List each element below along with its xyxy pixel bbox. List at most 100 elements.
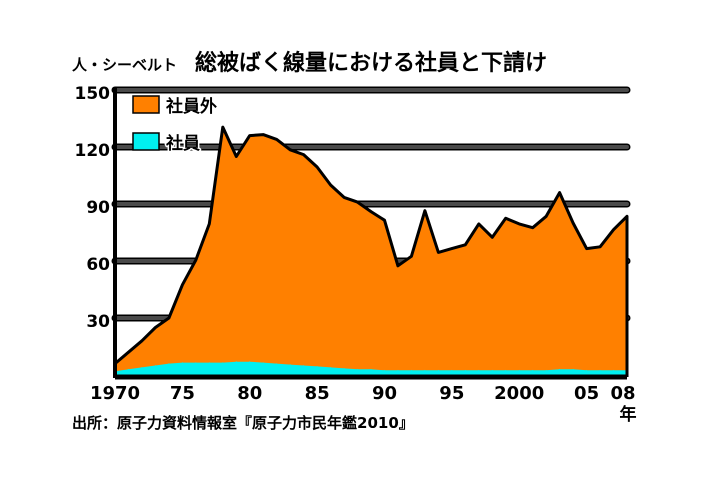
point-employee-1996 — [464, 369, 466, 371]
point-total-1980 — [249, 135, 251, 137]
point-total-1976 — [195, 259, 197, 261]
point-total-1994 — [437, 251, 439, 254]
x-tick-label-1975: 75 — [170, 383, 195, 404]
point-employee-1973 — [155, 365, 156, 366]
point-employee-1977 — [208, 362, 210, 364]
point-employee-1992 — [411, 369, 412, 371]
legend-swatch-1 — [132, 132, 160, 151]
point-employee-1997 — [478, 369, 480, 371]
area-non-employees — [113, 125, 629, 377]
point-employee-2006 — [599, 369, 601, 371]
y-unit-label: 人・シーベルト — [72, 56, 177, 74]
point-total-1982 — [276, 138, 278, 140]
point-employee-1978 — [222, 362, 224, 364]
y-tick-label-120: 120 — [75, 141, 111, 161]
x-tick-label-2008: 08 — [610, 383, 635, 404]
y-tick-label-60: 60 — [86, 255, 110, 275]
point-employee-1995 — [451, 369, 453, 371]
point-employee-1989 — [370, 368, 372, 370]
x-tick-label-1985: 85 — [305, 383, 330, 404]
legend-label-0: 社員外 — [165, 96, 217, 117]
y-tick-label-30: 30 — [86, 312, 110, 332]
point-employee-2002 — [545, 369, 547, 371]
point-total-1985 — [316, 166, 318, 168]
point-employee-1998 — [491, 369, 493, 371]
point-total-1979 — [235, 155, 237, 158]
point-total-1999 — [505, 217, 507, 219]
point-total-2002 — [545, 215, 547, 217]
point-total-1977 — [208, 223, 210, 225]
plot-area — [113, 125, 629, 377]
x-tick-label-1980: 80 — [237, 383, 262, 404]
point-employee-2000 — [518, 369, 520, 371]
point-total-1996 — [464, 244, 466, 246]
point-total-1990 — [383, 219, 386, 221]
point-total-1989 — [370, 211, 372, 213]
point-total-1983 — [289, 149, 291, 151]
point-employee-2007 — [613, 369, 614, 371]
point-employee-2001 — [532, 369, 534, 371]
point-employee-1975 — [181, 362, 183, 364]
point-employee-1976 — [195, 362, 197, 364]
point-employee-1991 — [397, 369, 399, 371]
point-total-1987 — [343, 196, 345, 198]
point-total-1997 — [478, 223, 480, 225]
point-employee-1971 — [128, 368, 129, 370]
point-total-1971 — [127, 351, 130, 353]
point-total-2005 — [585, 248, 588, 250]
point-total-1998 — [491, 236, 493, 238]
point-employee-1981 — [262, 362, 264, 364]
point-total-2003 — [559, 192, 561, 194]
point-employee-1988 — [357, 368, 358, 370]
point-employee-1999 — [505, 369, 507, 371]
point-total-1993 — [424, 210, 426, 212]
source-note: 出所：原子力資料情報室『原子力市民年鑑2010』 — [72, 414, 414, 432]
point-total-1978 — [222, 126, 224, 128]
legend-label-1: 社員 — [165, 133, 200, 154]
point-employee-2003 — [559, 368, 561, 370]
y-tick-label-150: 150 — [75, 84, 111, 104]
point-total-1972 — [141, 340, 143, 342]
point-employee-1990 — [384, 369, 385, 371]
x-tick-label-1990: 90 — [372, 383, 397, 404]
point-total-2000 — [518, 223, 520, 225]
point-employee-1979 — [235, 361, 237, 363]
point-total-2001 — [532, 227, 534, 229]
point-total-1986 — [329, 184, 332, 186]
point-total-2007 — [612, 229, 615, 231]
point-employee-1980 — [249, 361, 251, 363]
point-employee-1972 — [141, 367, 143, 368]
point-employee-1993 — [424, 369, 426, 371]
y-tick-label-90: 90 — [86, 198, 110, 218]
point-employee-1984 — [303, 365, 305, 366]
point-total-1973 — [154, 326, 157, 329]
point-total-1975 — [181, 284, 183, 286]
point-total-1992 — [410, 255, 413, 257]
point-employee-2005 — [586, 369, 587, 371]
point-total-1974 — [168, 317, 170, 319]
point-total-1981 — [262, 134, 264, 136]
point-employee-1974 — [168, 363, 170, 364]
point-employee-1982 — [276, 363, 278, 364]
x-tick-label-2005: 05 — [574, 383, 599, 404]
x-tick-label-1970: 1970 — [90, 383, 140, 404]
point-total-1995 — [451, 248, 453, 250]
chart-title: 総被ばく線量における社員と下請け — [195, 50, 547, 76]
legend-swatch-0 — [132, 95, 160, 114]
point-employee-1994 — [437, 369, 439, 371]
point-total-1984 — [303, 154, 305, 156]
point-employee-1986 — [330, 367, 331, 368]
area-employees — [115, 361, 627, 375]
point-total-2004 — [572, 222, 574, 224]
point-employee-1985 — [316, 366, 318, 367]
point-total-2006 — [599, 246, 601, 248]
x-tick-label-1995: 95 — [439, 383, 464, 404]
point-total-1988 — [356, 201, 359, 203]
x-tick-label-2000: 2000 — [494, 383, 544, 404]
point-employee-1987 — [343, 367, 345, 369]
point-employee-1983 — [289, 364, 291, 365]
point-total-1991 — [397, 265, 399, 267]
x-unit-label: 年 — [620, 404, 637, 425]
